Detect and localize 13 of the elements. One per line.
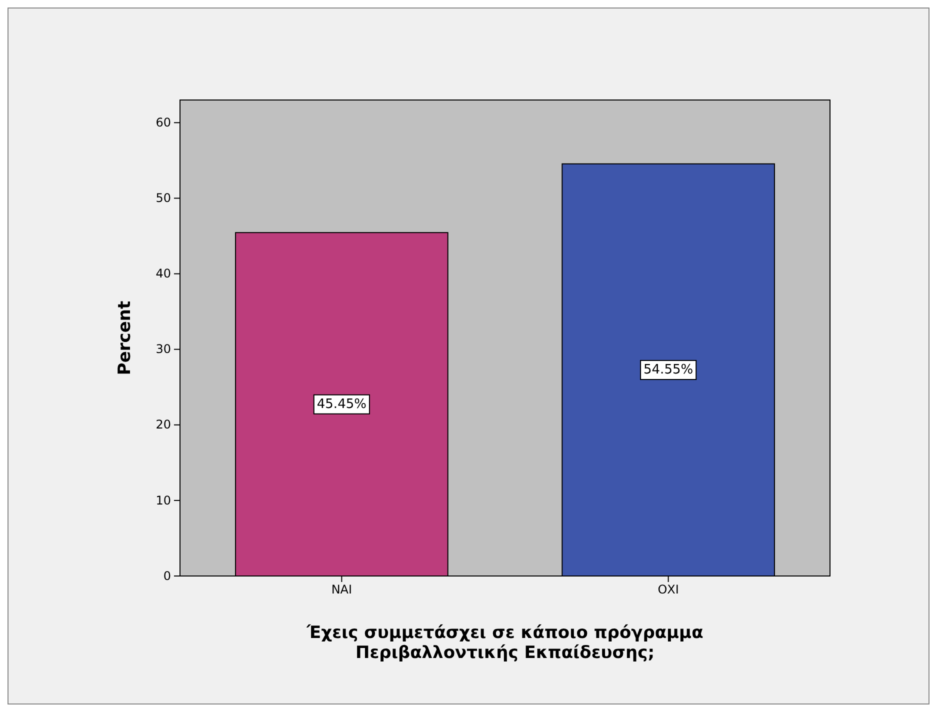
y-tick-label: 40 <box>156 266 171 281</box>
x-tick-label: ΟΧΙ <box>658 582 679 597</box>
y-axis-title: Percent <box>115 300 135 376</box>
y-tick-label: 50 <box>156 191 171 206</box>
y-tick-label: 20 <box>156 418 171 432</box>
y-tick-label: 30 <box>156 342 171 356</box>
y-tick-label: 0 <box>163 568 171 583</box>
data-label: 54.55% <box>644 362 694 378</box>
x-axis-title: Έχεις συμμετάσχει σε κάποιο πρόγραμμα Περιβαλλοντικής Εκπαίδευσης; <box>306 623 704 663</box>
y-tick-label: 10 <box>156 493 171 508</box>
y-tick-label: 60 <box>156 116 171 130</box>
x-tick-label: ΝΑΙ <box>331 582 352 597</box>
data-label: 45.45% <box>316 396 366 412</box>
